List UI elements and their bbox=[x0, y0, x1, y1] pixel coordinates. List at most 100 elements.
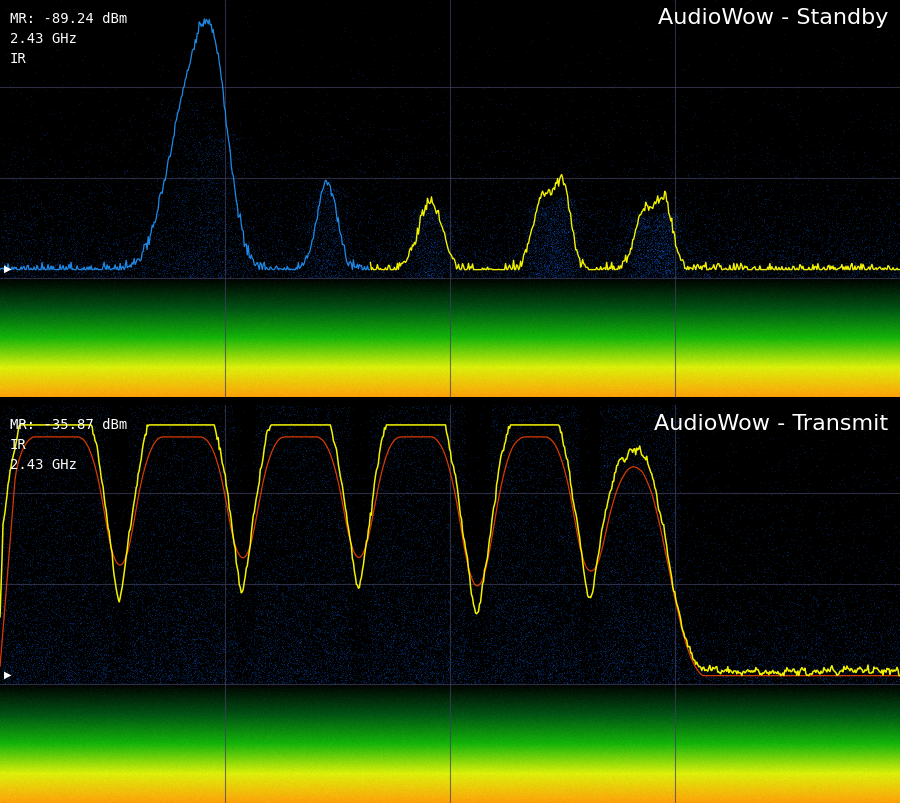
Point bbox=[68, 552, 82, 565]
Point bbox=[359, 677, 374, 690]
Point bbox=[692, 269, 706, 282]
Point bbox=[511, 263, 526, 276]
Point bbox=[252, 565, 266, 578]
Point bbox=[194, 666, 208, 679]
Point bbox=[646, 674, 661, 687]
Point bbox=[655, 220, 670, 233]
Point bbox=[256, 532, 271, 545]
Point bbox=[265, 510, 279, 523]
Point bbox=[211, 218, 225, 230]
Point bbox=[230, 673, 244, 686]
Point bbox=[555, 638, 570, 651]
Point bbox=[694, 270, 708, 283]
Point bbox=[501, 658, 516, 671]
Point bbox=[286, 206, 301, 218]
Point bbox=[637, 219, 652, 232]
Point bbox=[499, 403, 513, 416]
Point bbox=[308, 636, 322, 649]
Point bbox=[201, 474, 215, 487]
Point bbox=[665, 227, 680, 240]
Point bbox=[751, 624, 765, 637]
Point bbox=[644, 202, 658, 215]
Point bbox=[489, 569, 503, 582]
Point bbox=[443, 216, 457, 229]
Point bbox=[419, 641, 434, 654]
Point bbox=[448, 602, 463, 615]
Point bbox=[385, 238, 400, 251]
Point bbox=[658, 217, 672, 230]
Point bbox=[134, 422, 148, 435]
Point bbox=[537, 627, 552, 640]
Point bbox=[633, 248, 647, 261]
Point bbox=[750, 532, 764, 544]
Point bbox=[310, 193, 324, 206]
Point bbox=[374, 490, 388, 503]
Point bbox=[486, 504, 500, 517]
Point bbox=[193, 617, 207, 630]
Point bbox=[778, 591, 793, 604]
Point bbox=[213, 246, 228, 259]
Point bbox=[180, 263, 194, 276]
Point bbox=[293, 675, 308, 687]
Point bbox=[299, 520, 313, 533]
Point bbox=[51, 218, 66, 231]
Point bbox=[810, 251, 824, 264]
Point bbox=[300, 406, 314, 419]
Point bbox=[22, 651, 36, 664]
Point bbox=[737, 558, 751, 571]
Point bbox=[457, 618, 472, 631]
Point bbox=[815, 239, 830, 252]
Point bbox=[508, 671, 522, 683]
Point bbox=[475, 174, 490, 187]
Point bbox=[25, 663, 40, 676]
Point bbox=[485, 664, 500, 677]
Point bbox=[400, 570, 415, 583]
Point bbox=[233, 169, 248, 181]
Point bbox=[293, 510, 308, 523]
Point bbox=[883, 211, 897, 224]
Point bbox=[267, 634, 282, 647]
Point bbox=[893, 650, 900, 662]
Point bbox=[335, 218, 349, 230]
Point bbox=[850, 222, 865, 235]
Point bbox=[45, 259, 59, 272]
Point bbox=[370, 266, 384, 279]
Point bbox=[599, 532, 614, 544]
Point bbox=[365, 507, 380, 520]
Point bbox=[176, 625, 190, 638]
Point bbox=[326, 499, 340, 512]
Point bbox=[323, 444, 338, 457]
Point bbox=[239, 630, 254, 642]
Point bbox=[609, 236, 624, 249]
Point bbox=[24, 513, 39, 526]
Point bbox=[387, 181, 401, 194]
Point bbox=[806, 246, 821, 259]
Point bbox=[8, 646, 22, 658]
Point bbox=[548, 270, 562, 283]
Point bbox=[539, 224, 554, 237]
Point bbox=[375, 543, 390, 556]
Point bbox=[775, 244, 789, 257]
Point bbox=[682, 253, 697, 266]
Point bbox=[176, 609, 191, 622]
Point bbox=[620, 228, 634, 241]
Point bbox=[223, 665, 238, 678]
Point bbox=[153, 613, 167, 626]
Point bbox=[485, 649, 500, 662]
Point bbox=[292, 154, 306, 167]
Point bbox=[766, 552, 780, 565]
Point bbox=[757, 635, 771, 648]
Point bbox=[742, 645, 757, 658]
Point bbox=[133, 528, 148, 541]
Point bbox=[120, 613, 134, 626]
Point bbox=[805, 253, 819, 266]
Point bbox=[247, 637, 261, 650]
Point bbox=[175, 176, 189, 189]
Point bbox=[710, 467, 724, 479]
Point bbox=[134, 637, 148, 650]
Point bbox=[44, 658, 58, 671]
Point bbox=[196, 487, 211, 500]
Point bbox=[39, 417, 53, 430]
Point bbox=[111, 181, 125, 194]
Point bbox=[79, 558, 94, 571]
